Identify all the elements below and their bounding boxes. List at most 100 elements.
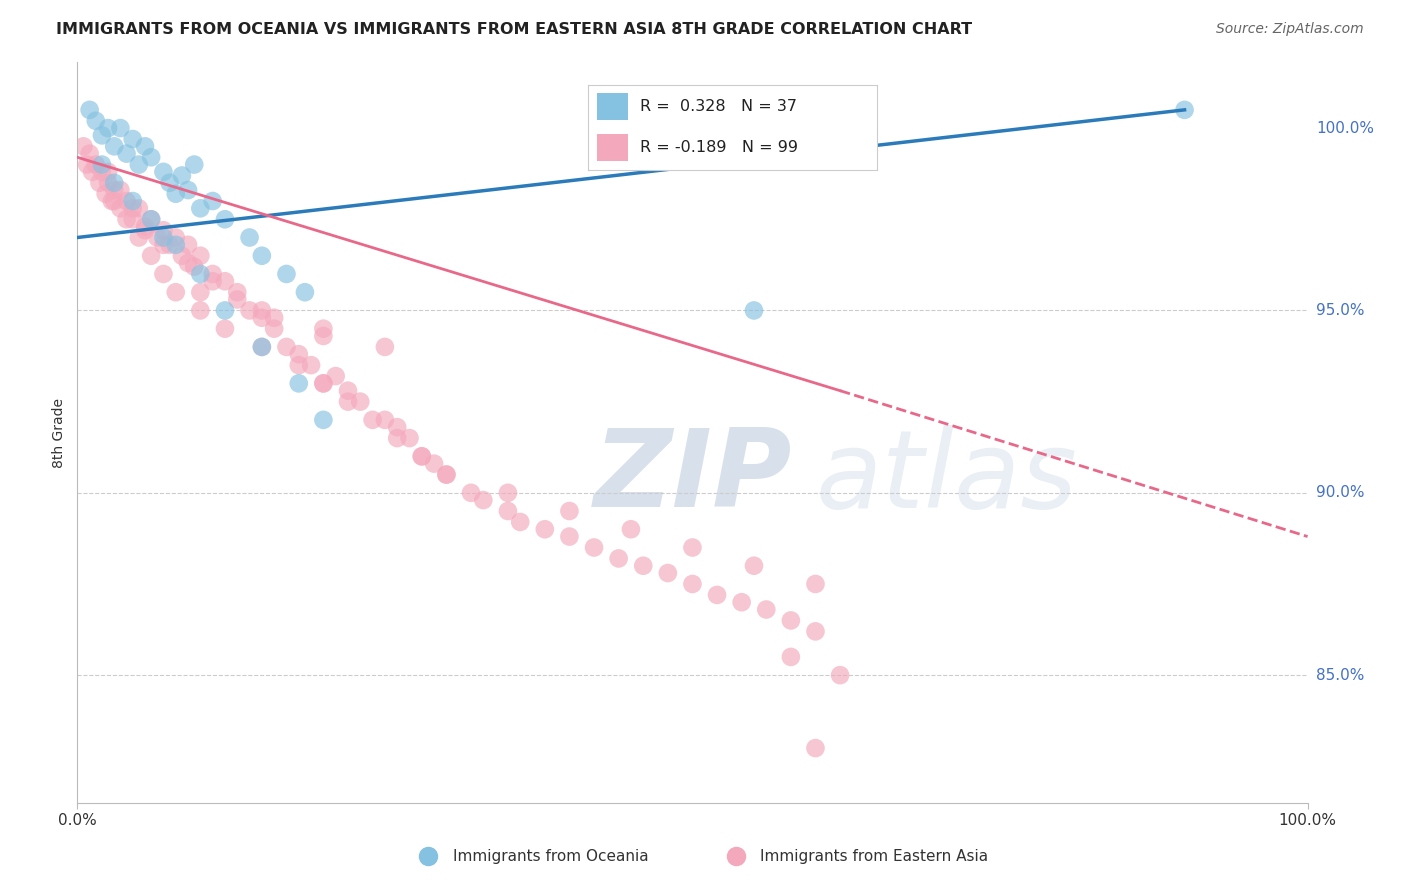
Point	[72, 139, 94, 153]
Point	[165, 230, 187, 244]
Text: 90.0%: 90.0%	[1316, 485, 1364, 500]
Point	[152, 230, 174, 244]
Point	[201, 274, 224, 288]
Point	[103, 183, 125, 197]
Point	[509, 515, 531, 529]
Point	[411, 450, 433, 464]
Text: Immigrants from Oceania: Immigrants from Oceania	[453, 848, 648, 863]
Point	[250, 340, 273, 354]
Point	[276, 340, 298, 354]
Point	[250, 340, 273, 354]
Point	[188, 202, 212, 216]
Point	[398, 431, 420, 445]
Point	[288, 376, 311, 391]
Point	[294, 285, 316, 300]
Point	[496, 504, 519, 518]
Point	[496, 485, 519, 500]
Point	[742, 303, 765, 318]
Point	[337, 384, 360, 398]
Point	[804, 741, 827, 756]
Point	[141, 212, 163, 227]
Point	[134, 223, 156, 237]
Point	[385, 420, 409, 434]
Point	[121, 194, 143, 208]
Point	[436, 467, 458, 482]
Point	[141, 212, 163, 227]
Point	[830, 668, 852, 682]
Point	[89, 176, 111, 190]
Point	[165, 186, 187, 201]
Point	[101, 194, 124, 208]
Point	[115, 146, 138, 161]
Point	[170, 169, 193, 183]
Text: 95.0%: 95.0%	[1316, 303, 1364, 318]
Point	[804, 624, 827, 639]
Point	[472, 493, 495, 508]
Point	[214, 212, 236, 227]
Point	[128, 157, 150, 171]
Point	[214, 321, 236, 335]
Point	[423, 457, 446, 471]
Text: Immigrants from Eastern Asia: Immigrants from Eastern Asia	[761, 848, 988, 863]
Point	[411, 450, 433, 464]
Y-axis label: 8th Grade: 8th Grade	[52, 398, 66, 467]
Point	[170, 249, 193, 263]
Point	[239, 230, 262, 244]
Point	[152, 223, 174, 237]
Point	[165, 237, 187, 252]
Point	[460, 485, 482, 500]
Point	[90, 157, 114, 171]
Point	[103, 194, 125, 208]
Point	[165, 285, 187, 300]
Point	[177, 183, 200, 197]
Point	[755, 602, 778, 616]
Point	[90, 165, 114, 179]
Point	[134, 219, 156, 234]
Text: atlas: atlas	[815, 425, 1077, 530]
Point	[780, 649, 803, 664]
Point	[583, 541, 606, 555]
Text: 100.0%: 100.0%	[1316, 120, 1374, 136]
Point	[110, 202, 132, 216]
Point	[436, 467, 458, 482]
Point	[183, 260, 205, 274]
Point	[188, 267, 212, 281]
Point	[121, 202, 143, 216]
Point	[97, 121, 120, 136]
Point	[385, 431, 409, 445]
Text: ZIP: ZIP	[595, 424, 793, 530]
Point	[299, 358, 322, 372]
Point	[263, 310, 285, 325]
Point	[1174, 103, 1197, 117]
Point	[374, 413, 396, 427]
Point	[128, 202, 150, 216]
Point	[706, 588, 728, 602]
Point	[742, 558, 765, 573]
Text: IMMIGRANTS FROM OCEANIA VS IMMIGRANTS FROM EASTERN ASIA 8TH GRADE CORRELATION CH: IMMIGRANTS FROM OCEANIA VS IMMIGRANTS FR…	[56, 22, 973, 37]
Point	[177, 237, 200, 252]
Point	[183, 157, 205, 171]
Point	[250, 310, 273, 325]
Point	[97, 165, 120, 179]
Point	[159, 237, 181, 252]
Point	[84, 113, 107, 128]
Point	[79, 103, 101, 117]
Point	[288, 347, 311, 361]
Point	[312, 321, 335, 335]
Point	[121, 212, 143, 227]
Point	[115, 212, 138, 227]
Point	[325, 369, 347, 384]
Point	[121, 132, 143, 146]
Point	[134, 139, 156, 153]
Point	[312, 376, 335, 391]
Point	[152, 237, 174, 252]
Text: 85.0%: 85.0%	[1316, 667, 1364, 682]
Point	[84, 157, 107, 171]
Point	[780, 614, 803, 628]
Point	[90, 128, 114, 143]
Point	[312, 329, 335, 343]
Point	[374, 340, 396, 354]
Point	[97, 176, 120, 190]
Point	[94, 186, 117, 201]
Text: Source: ZipAtlas.com: Source: ZipAtlas.com	[1216, 22, 1364, 37]
